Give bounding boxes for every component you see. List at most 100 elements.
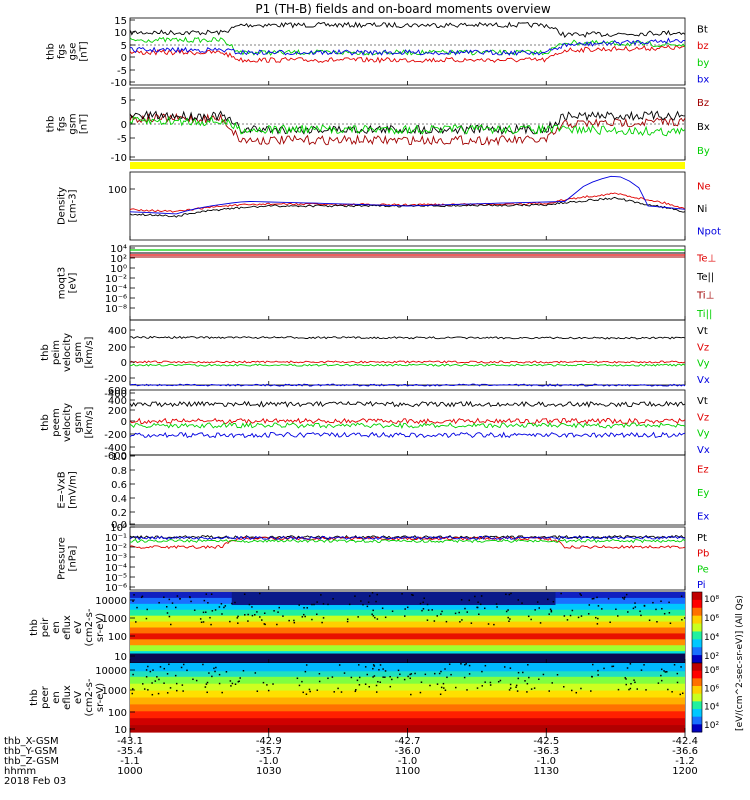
- peim-series-vz: [129, 360, 686, 364]
- peer-band: [130, 697, 685, 705]
- peir-speckle: [276, 623, 278, 626]
- orbit-value: -1.0: [398, 756, 418, 767]
- colorbar-segment: [692, 724, 702, 733]
- peer-ytick-label: 10000: [95, 666, 127, 677]
- peir-speckle: [301, 616, 304, 618]
- pressure-ytick-label: 10⁰: [110, 523, 127, 534]
- peir-speckle: [421, 609, 423, 612]
- peer-speckle: [548, 690, 550, 692]
- colorbar-segment: [692, 716, 702, 725]
- peer-speckle: [229, 680, 232, 682]
- fgs-ytick-label: -5: [117, 66, 127, 77]
- peir-speckle: [214, 609, 217, 611]
- peir-speckle: [479, 603, 482, 606]
- peer-speckle: [181, 684, 184, 686]
- peer-speckle: [132, 688, 134, 690]
- peer-speckle: [438, 672, 441, 675]
- peir-ytick-label: 10000: [95, 596, 127, 607]
- peir-ylabel: eflux: [62, 615, 73, 640]
- peir-speckle: [348, 603, 351, 606]
- pressure-series-pb: [129, 536, 686, 550]
- peer-speckle: [645, 689, 647, 691]
- peim-legend-vt: Vt: [697, 326, 708, 337]
- pressure-legend-pe: Pe: [697, 564, 709, 575]
- peem-ytick-label: 200: [108, 406, 127, 417]
- peer-speckle: [308, 688, 311, 691]
- temp-ytick-label: 10⁻⁴: [105, 284, 127, 295]
- peer-speckle: [234, 683, 237, 685]
- peer-speckle: [515, 686, 517, 688]
- peem-ytick-label: -400: [104, 443, 127, 454]
- peir-speckle: [597, 617, 599, 620]
- peir-speckle: [508, 593, 511, 596]
- peir-band: [130, 627, 685, 635]
- peir-speckle: [248, 603, 251, 606]
- peer-speckle: [305, 664, 308, 666]
- peir-speckle: [505, 610, 508, 613]
- panel-frame-efield: [129, 454, 686, 526]
- peer-speckle: [182, 663, 185, 666]
- peir-speckle: [496, 606, 498, 608]
- peer-speckle: [563, 686, 565, 688]
- peir-speckle: [360, 600, 362, 602]
- orbit-value: -42.7: [395, 736, 421, 747]
- peer-speckle: [204, 686, 207, 688]
- peir-speckle: [163, 596, 165, 598]
- peer-speckle: [327, 677, 329, 680]
- peir-speckle: [304, 615, 306, 618]
- peir-speckle: [404, 608, 406, 610]
- pressure-ytick-label: 10⁻³: [105, 553, 127, 564]
- peir-speckle: [346, 620, 349, 623]
- peer-speckle: [533, 687, 536, 689]
- fgs-ylabel: thb: [46, 43, 57, 60]
- peir-band: [130, 645, 685, 652]
- peer-speckle: [305, 693, 308, 695]
- peer-band: [130, 704, 685, 712]
- peer-speckle: [509, 683, 512, 686]
- peer-speckle: [603, 667, 605, 670]
- efield-legend-ey: Ey: [697, 488, 709, 499]
- orbit-value: -42.4: [672, 736, 698, 747]
- peir-speckle: [218, 606, 221, 608]
- peir-speckle: [623, 598, 625, 600]
- peir-speckle: [549, 608, 552, 611]
- peer-speckle: [358, 664, 360, 666]
- fgs-ytick-label: 10: [114, 28, 127, 39]
- peer-speckle: [484, 681, 486, 683]
- peer-speckle: [195, 679, 198, 682]
- peer-speckle: [151, 682, 153, 684]
- peir-speckle: [536, 601, 539, 603]
- peir-speckle: [357, 616, 359, 618]
- peer-speckle: [676, 672, 679, 675]
- peer-speckle: [368, 686, 371, 688]
- peir-speckle: [668, 612, 671, 614]
- peir-speckle: [577, 616, 580, 619]
- peir-low-energy: [130, 653, 685, 663]
- peer-speckle: [640, 669, 643, 671]
- colorbar-segment: [692, 623, 702, 632]
- peer-speckle: [673, 663, 676, 666]
- peir-speckle: [468, 599, 471, 602]
- peir-speckle: [681, 619, 683, 621]
- peir-speckle: [624, 596, 626, 599]
- peer-speckle: [304, 670, 307, 673]
- peer-speckle: [366, 673, 369, 676]
- peir-speckle: [404, 615, 406, 617]
- fgs_gsm-series-bz: [129, 112, 686, 147]
- peir-speckle: [596, 596, 598, 599]
- pressure-series-pi: [129, 535, 686, 541]
- peer-speckle: [142, 683, 144, 685]
- density-legend-ni: Ni: [697, 204, 707, 215]
- peer-speckle: [424, 673, 427, 676]
- peer-speckle: [666, 671, 668, 673]
- peer-speckle: [272, 683, 274, 685]
- peer-speckle: [571, 689, 573, 692]
- peir-speckle: [251, 614, 254, 617]
- peir-speckle: [507, 616, 509, 619]
- peer-speckle: [436, 683, 439, 685]
- peir-speckle: [669, 622, 672, 625]
- peir-band: [130, 615, 685, 623]
- peer-speckle: [145, 676, 148, 678]
- peer-speckle: [230, 685, 232, 687]
- peir-speckle: [376, 618, 379, 620]
